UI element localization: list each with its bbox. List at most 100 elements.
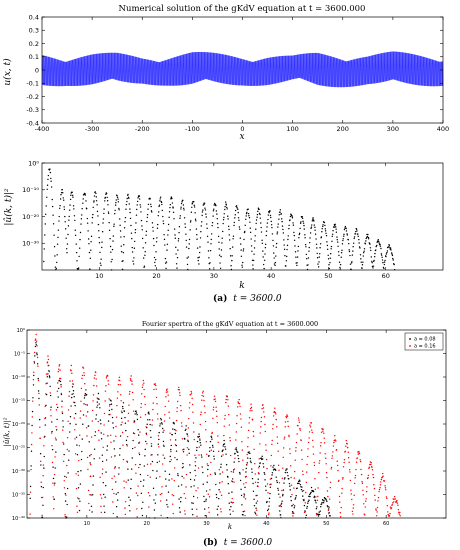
panel3-series0-point bbox=[276, 480, 278, 482]
panel3-series1-point bbox=[254, 462, 256, 465]
panel2-series0-point bbox=[375, 249, 377, 251]
panel2-series0-point bbox=[342, 238, 344, 240]
panel3-series0-point bbox=[249, 460, 252, 462]
panel2-series0-point bbox=[135, 214, 138, 216]
panel2-series0-point bbox=[163, 234, 165, 236]
panel3-series1-point bbox=[141, 393, 143, 395]
panel3-series0-point bbox=[299, 480, 301, 482]
panel3-series1-point bbox=[290, 484, 293, 486]
panel3-series1-point bbox=[311, 439, 314, 442]
panel3-series1-point bbox=[80, 387, 83, 390]
panel2-series0-point bbox=[46, 188, 48, 190]
panel3-series1-point bbox=[212, 406, 215, 408]
panel3-series1-point bbox=[227, 399, 229, 401]
panel3-series1-point bbox=[166, 391, 169, 393]
panel2-series0-point bbox=[339, 268, 342, 270]
panel3-series0-point bbox=[213, 458, 215, 460]
panel3-series0-point bbox=[308, 495, 310, 498]
panel3-series1-point bbox=[104, 390, 107, 392]
panel3-series1-point bbox=[362, 494, 364, 496]
panel2-series0-point bbox=[217, 235, 220, 238]
panel3-series0-point bbox=[66, 487, 69, 490]
panel3-series1-point bbox=[374, 494, 376, 497]
panel3-series0-point bbox=[76, 444, 78, 446]
panel3-series0-point bbox=[104, 496, 106, 498]
panel2-series0-point bbox=[391, 253, 393, 255]
panel3-series1-point bbox=[384, 487, 387, 489]
panel3-series1-point bbox=[197, 487, 199, 489]
panel2-xtick-label: 10 bbox=[95, 272, 103, 280]
panel2-series0-point bbox=[69, 204, 71, 206]
panel3-series0-point bbox=[161, 427, 164, 430]
panel3-series1-point bbox=[231, 497, 233, 500]
panel3-series0-point bbox=[31, 424, 33, 427]
panel2-series0-point bbox=[188, 238, 191, 241]
panel3-series0-point bbox=[102, 493, 105, 496]
panel3-series1-point bbox=[156, 403, 158, 405]
panel3-series0-point bbox=[288, 482, 291, 485]
panel2-series0-point bbox=[313, 220, 315, 222]
panel2-series0-point bbox=[190, 220, 192, 222]
panel3-series0-point bbox=[128, 496, 130, 499]
panel2-series0-point bbox=[86, 217, 89, 220]
panel3-series0-point bbox=[219, 473, 221, 475]
panel3-series0-point bbox=[224, 448, 227, 450]
panel2-series0-point bbox=[326, 241, 328, 243]
panel3-series0-point bbox=[39, 453, 42, 455]
panel2-series0-point bbox=[308, 246, 310, 249]
panel3-series0-point bbox=[54, 467, 56, 469]
panel3-series1-point bbox=[196, 515, 198, 518]
panel3-series0-point bbox=[127, 479, 129, 481]
panel3-series1-point bbox=[208, 496, 211, 498]
panel3-series1-point bbox=[299, 429, 301, 431]
panel3-series1-point bbox=[325, 463, 327, 465]
panel3-series1-point bbox=[34, 351, 36, 354]
panel3-series1-point bbox=[238, 398, 240, 401]
panel3-ytick-label: 10⁻¹⁵ bbox=[12, 398, 25, 404]
panel3-series1-point bbox=[267, 513, 270, 516]
panel2-series0-point bbox=[74, 229, 76, 231]
panel2-series0-point bbox=[372, 265, 375, 267]
panel2-series0-point bbox=[370, 256, 373, 258]
panel2-series0-point bbox=[171, 202, 174, 204]
panel3-series1-point bbox=[100, 511, 103, 514]
panel3-series0-point bbox=[145, 440, 147, 443]
panel3-series0-point bbox=[64, 500, 67, 502]
panel3-series0-point bbox=[183, 448, 185, 450]
panel3-series0-point bbox=[119, 435, 122, 437]
panel2-series0-point bbox=[379, 243, 381, 246]
panel3-series1-point bbox=[316, 514, 318, 516]
panel1-xtick-label: 400 bbox=[437, 125, 449, 133]
panel2-series0-point bbox=[158, 205, 160, 208]
panel3-series1-point bbox=[134, 463, 137, 466]
panel3-series0-point bbox=[268, 505, 270, 507]
panel3-series0-point bbox=[194, 465, 197, 467]
panel3-series1-point bbox=[376, 506, 379, 509]
panel3-series1-point bbox=[201, 392, 204, 394]
panel3-series1-point bbox=[173, 467, 176, 469]
panel3-series1-point bbox=[36, 356, 39, 359]
panel3-series1-point bbox=[237, 406, 239, 408]
panel2-series0-point bbox=[216, 218, 218, 220]
panel2-series0-point bbox=[146, 216, 149, 219]
panel2-series0-point bbox=[241, 264, 243, 266]
panel2-series0-point bbox=[175, 246, 177, 249]
panel3-series1-point bbox=[380, 481, 382, 483]
panel3-series1-point bbox=[53, 484, 56, 486]
panel2-series0-point bbox=[114, 204, 117, 206]
panel3-series0-point bbox=[152, 469, 154, 472]
panel2-series0-point bbox=[352, 250, 354, 252]
panel3-series1-point bbox=[152, 408, 154, 411]
panel3-series0-point bbox=[161, 423, 163, 425]
panel2-series0-point bbox=[388, 245, 391, 247]
panel2-series0-point bbox=[335, 226, 337, 228]
panel3-series1-point bbox=[29, 491, 32, 493]
panel3-series1-point bbox=[335, 448, 338, 451]
panel3-series1-point bbox=[77, 474, 80, 476]
panel2-series0-point bbox=[179, 217, 181, 219]
panel3-series1-point bbox=[274, 407, 276, 409]
panel3-series1-point bbox=[361, 482, 364, 485]
panel2-series0-point bbox=[314, 229, 316, 231]
panel3-series0-point bbox=[207, 464, 209, 467]
panel3-series1-point bbox=[339, 516, 342, 518]
